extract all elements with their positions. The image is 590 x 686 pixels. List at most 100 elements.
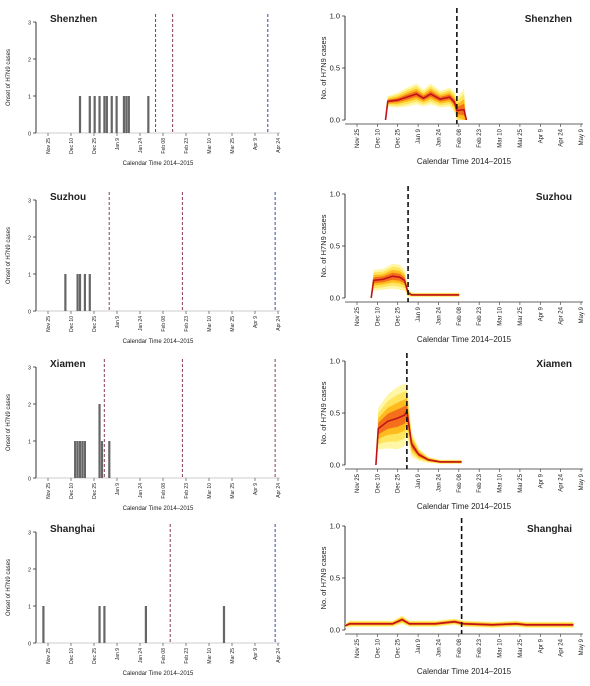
x-tick-label: May 9 (579, 306, 585, 323)
x-tick-label: Mar 25 (518, 306, 524, 325)
x-tick-label: Feb 23 (184, 316, 190, 332)
x-tick-label: Apr 9 (253, 483, 259, 495)
x-tick-label: Feb 08 (457, 128, 463, 147)
y-tick-label: 0.5 (330, 574, 340, 583)
y-axis-label: No. of H7N9 cases (319, 546, 328, 609)
panel-xiamen-model: 0.0 0.5 1.0 Nov 25 Dec 10 Dec 25 Jan 9 Jan 24 Fe… (319, 353, 585, 511)
x-tick-label: Dec 25 (396, 473, 402, 493)
x-tick-label: May 9 (579, 128, 585, 145)
y-tick-label: 0.5 (330, 64, 340, 73)
x-tick-label: Nov 25 (46, 483, 52, 499)
x-tick-label: Jan 24 (138, 138, 144, 153)
x-axis-label: Calendar Time 2014–2015 (417, 157, 512, 166)
y-tick-label: 1.0 (330, 357, 340, 366)
x-axis-label: Calendar Time 2014–2015 (417, 667, 512, 676)
x-tick-label: Dec 25 (396, 306, 402, 326)
y-tick-label: 1.0 (330, 190, 340, 199)
x-tick-label: Jan 24 (138, 648, 144, 663)
y-tick-label: 0.5 (330, 409, 340, 418)
y-tick-label: 1 (28, 273, 31, 279)
x-tick-label: Mar 10 (207, 648, 213, 664)
x-tick-label: Nov 25 (46, 316, 52, 332)
x-tick-label: Jan 24 (436, 128, 442, 147)
x-axis-label: Calendar Time 2014–2015 (417, 502, 512, 511)
x-tick-label: Dec 25 (396, 638, 402, 658)
x-tick-label: Apr 9 (253, 316, 259, 328)
x-tick-label: Dec 10 (375, 128, 381, 148)
panel-shanghai-model: 0.0 0.5 1.0 Nov 25 Dec 10 Dec 25 Jan 9 Jan 24 Fe… (319, 518, 585, 676)
y-tick-label: 3 (28, 199, 31, 205)
panel-shenzhen-onset: 0 1 2 3 Nov 25 Dec 10 Dec 25 Jan 9 Jan 24 Feb 08 F… (6, 14, 282, 167)
bar (125, 96, 128, 133)
x-tick-label: May 9 (579, 638, 585, 655)
x-axis-label: Calendar Time 2014–2015 (123, 506, 194, 512)
y-tick-label: 1 (28, 95, 31, 101)
panel-suzhou-model: 0.0 0.5 1.0 Nov 25 Dec 10 Dec 25 Jan 9 Jan 24 Fe… (319, 186, 585, 344)
bar (81, 441, 84, 478)
x-tick-label: Jan 9 (416, 128, 422, 143)
panel-title: Shanghai (50, 524, 95, 535)
x-tick-label: Nov 25 (355, 473, 361, 493)
bar (88, 96, 91, 133)
x-tick-label: Mar 25 (518, 473, 524, 492)
y-tick-label: 1 (28, 605, 31, 611)
panel-title: Suzhou (50, 192, 86, 203)
x-tick-label: Dec 10 (375, 473, 381, 493)
x-tick-label: Dec 25 (396, 128, 402, 148)
x-tick-label: Dec 10 (69, 138, 75, 154)
x-tick-label: Feb 08 (457, 473, 463, 492)
x-tick-label: Feb 23 (184, 483, 190, 499)
uncertainty-band (371, 272, 460, 298)
x-tick-label: Mar 25 (230, 648, 236, 664)
y-axis-label: No. of H7N9 cases (319, 36, 328, 99)
bar (108, 441, 111, 478)
y-tick-label: 2 (28, 403, 31, 409)
y-axis-label: No. of H7N9 cases (319, 381, 328, 444)
x-tick-label: Jan 24 (436, 473, 442, 492)
y-tick-label: 0.0 (330, 461, 340, 470)
y-tick-label: 1 (28, 440, 31, 446)
x-tick-label: Nov 25 (355, 128, 361, 148)
x-tick-label: Apr 9 (538, 128, 544, 143)
bar (98, 606, 101, 643)
bar (93, 96, 96, 133)
x-tick-label: Feb 08 (161, 316, 167, 332)
bar (83, 274, 86, 311)
x-tick-label: Apr 9 (253, 648, 259, 660)
y-tick-label: 3 (28, 531, 31, 537)
bar (103, 96, 106, 133)
x-axis-label: Calendar Time 2014–2015 (123, 339, 194, 345)
x-tick-label: Apr 24 (559, 306, 565, 324)
y-tick-label: 3 (28, 21, 31, 27)
x-tick-label: Dec 10 (69, 316, 75, 332)
x-tick-label: Dec 10 (69, 648, 75, 664)
x-tick-label: Nov 25 (355, 638, 361, 658)
x-tick-label: Dec 25 (92, 483, 98, 499)
y-tick-label: 1.0 (330, 522, 340, 531)
x-tick-label: Dec 10 (375, 306, 381, 326)
bar (103, 606, 106, 643)
panel-title: Xiamen (536, 359, 572, 370)
x-tick-label: Feb 23 (477, 473, 483, 492)
y-axis-label: No. of H7N9 cases (319, 214, 328, 277)
y-tick-label: 1.0 (330, 12, 340, 21)
x-tick-label: Feb 08 (161, 648, 167, 664)
bar (144, 606, 147, 643)
y-tick-label: 0 (28, 132, 31, 138)
x-axis-label: Calendar Time 2014–2015 (123, 671, 194, 677)
bar (98, 404, 101, 478)
x-tick-label: Mar 10 (207, 483, 213, 499)
x-tick-label: Jan 24 (138, 316, 144, 331)
bar (127, 96, 130, 133)
x-tick-label: Apr 24 (559, 128, 565, 146)
x-tick-label: Jan 24 (436, 306, 442, 325)
x-tick-label: Feb 23 (477, 128, 483, 147)
bar (76, 441, 79, 478)
bar (98, 96, 101, 133)
x-tick-label: Mar 10 (207, 138, 213, 154)
bar (105, 96, 108, 133)
x-tick-label: Dec 10 (69, 483, 75, 499)
panel-title: Shenzhen (50, 14, 97, 25)
x-tick-label: Jan 24 (436, 638, 442, 657)
y-tick-label: 2 (28, 568, 31, 574)
